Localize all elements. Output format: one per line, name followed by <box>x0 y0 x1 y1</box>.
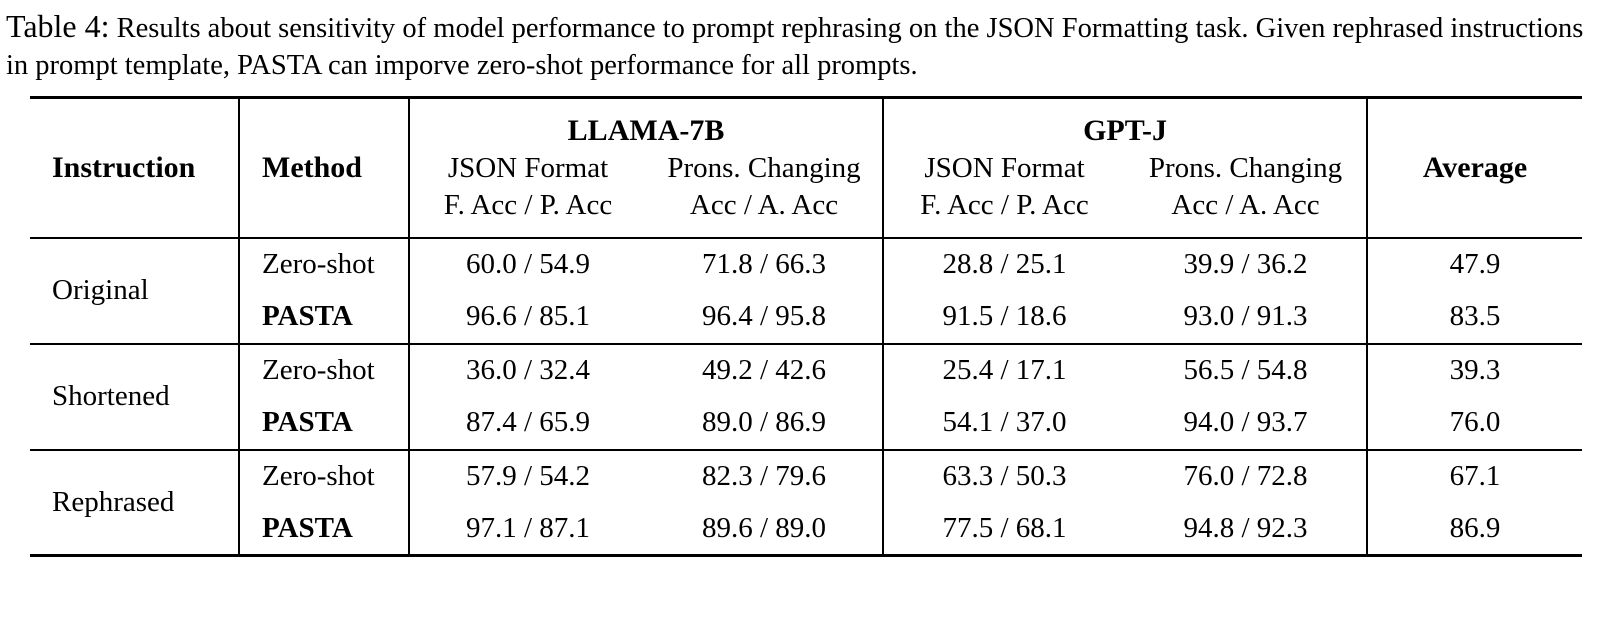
table-caption-text: Results about sensitivity of model perfo… <box>6 13 1584 81</box>
subheader-title: Prons. Changing <box>667 151 861 184</box>
table-row: PASTA 97.1 / 87.1 89.6 / 89.0 77.5 / 68.… <box>30 502 1582 556</box>
instruction-label-original: Original <box>30 237 240 344</box>
subheader-title: JSON Format <box>447 151 609 184</box>
method-label: Zero-shot <box>239 449 410 503</box>
cell-llama-prons: 49.2 / 42.6 <box>646 343 885 397</box>
col-group-gpt-j: GPT-J <box>883 97 1369 150</box>
cell-gptj-prons: 56.5 / 54.8 <box>1125 343 1369 397</box>
instruction-label-shortened: Shortened <box>30 343 240 450</box>
cell-gptj-json: 91.5 / 18.6 <box>942 300 1067 332</box>
table-caption-label: Table 4: <box>6 8 110 44</box>
method-label: Zero-shot <box>239 343 410 397</box>
table-header: Instruction Method LLAMA-7B GPT-J Averag… <box>30 97 1583 238</box>
cell-gptj-json: 63.3 / 50.3 <box>942 460 1067 492</box>
cell-gptj-json: 28.8 / 25.1 <box>942 248 1067 280</box>
table-row: PASTA 87.4 / 65.9 89.0 / 86.9 54.1 / 37.… <box>30 396 1582 450</box>
col-header-method: Method <box>239 97 410 238</box>
subheader-title: Prons. Changing <box>1148 151 1343 184</box>
cell-llama-json: 96.6 / 85.1 <box>465 300 591 332</box>
table-row: Original Zero-shot 60.0 / 54.9 71.8 / 66… <box>30 237 1582 344</box>
cell-llama-json: 60.0 / 54.9 <box>465 248 591 280</box>
method-label: PASTA <box>239 396 410 450</box>
method-label: Zero-shot <box>239 237 410 291</box>
header-row-subcolumns: JSON Format F. Acc / P. Acc Prons. Chang… <box>30 149 1582 238</box>
table-row: PASTA 96.6 / 85.1 96.4 / 95.8 91.5 / 18.… <box>30 290 1582 344</box>
cell-average: 83.5 <box>1449 300 1501 332</box>
cell-average: 67.1 <box>1449 460 1501 492</box>
cell-gptj-prons: 94.8 / 92.3 <box>1125 502 1369 556</box>
col-header-instruction: Instruction <box>30 97 240 238</box>
cell-gptj-prons: 94.0 / 93.7 <box>1125 396 1369 450</box>
results-table: Instruction Method LLAMA-7B GPT-J Averag… <box>30 96 1583 557</box>
cell-average: 76.0 <box>1449 406 1501 438</box>
col-group-llama-7b: LLAMA-7B <box>409 97 885 150</box>
subheader-metrics: F. Acc / P. Acc <box>920 188 1089 221</box>
cell-gptj-prons: 39.9 / 36.2 <box>1125 237 1369 291</box>
table-row: Rephrased Zero-shot 57.9 / 54.2 82.3 / 7… <box>30 449 1582 556</box>
cell-llama-json: 57.9 / 54.2 <box>465 460 591 492</box>
subheader-metrics: F. Acc / P. Acc <box>443 188 613 221</box>
method-label: PASTA <box>239 290 410 344</box>
cell-average: 86.9 <box>1449 511 1501 544</box>
header-row-groups: Instruction Method LLAMA-7B GPT-J Averag… <box>30 97 1582 238</box>
table-caption: Table 4: Results about sensitivity of mo… <box>6 8 1596 84</box>
cell-gptj-json: 25.4 / 17.1 <box>942 354 1067 386</box>
col-subheader-llama-json-format: JSON Format F. Acc / P. Acc <box>409 150 646 238</box>
cell-gptj-json: 54.1 / 37.0 <box>942 406 1067 438</box>
col-subheader-gptj-json-format: JSON Format F. Acc / P. Acc <box>883 150 1125 238</box>
subheader-metrics: Acc / A. Acc <box>689 188 839 221</box>
group-original: Original Zero-shot 60.0 / 54.9 71.8 / 66… <box>30 237 1583 344</box>
cell-llama-json: 36.0 / 32.4 <box>465 354 591 386</box>
col-subheader-llama-prons-changing: Prons. Changing Acc / A. Acc <box>646 149 885 238</box>
cell-llama-prons: 71.8 / 66.3 <box>646 237 885 291</box>
cell-llama-prons: 96.4 / 95.8 <box>646 290 885 344</box>
col-subheader-gptj-prons-changing: Prons. Changing Acc / A. Acc <box>1125 149 1369 238</box>
cell-llama-prons: 82.3 / 79.6 <box>646 449 885 503</box>
cell-llama-prons: 89.6 / 89.0 <box>646 502 885 556</box>
method-label: PASTA <box>239 502 410 556</box>
cell-gptj-json: 77.5 / 68.1 <box>942 511 1067 544</box>
subheader-metrics: Acc / A. Acc <box>1171 188 1320 221</box>
cell-gptj-prons: 76.0 / 72.8 <box>1125 449 1369 503</box>
cell-gptj-prons: 93.0 / 91.3 <box>1125 290 1369 344</box>
group-shortened: Shortened Zero-shot 36.0 / 32.4 49.2 / 4… <box>30 343 1583 450</box>
group-rephrased: Rephrased Zero-shot 57.9 / 54.2 82.3 / 7… <box>30 449 1583 556</box>
table-row: Shortened Zero-shot 36.0 / 32.4 49.2 / 4… <box>30 343 1582 450</box>
cell-average: 47.9 <box>1449 248 1501 280</box>
col-header-average: Average <box>1422 150 1528 184</box>
subheader-title: JSON Format <box>924 151 1085 184</box>
cell-average: 39.3 <box>1449 354 1501 386</box>
cell-llama-prons: 89.0 / 86.9 <box>646 396 885 450</box>
cell-llama-json: 87.4 / 65.9 <box>465 406 591 438</box>
instruction-label-rephrased: Rephrased <box>30 449 240 556</box>
cell-llama-json: 97.1 / 87.1 <box>465 511 591 544</box>
